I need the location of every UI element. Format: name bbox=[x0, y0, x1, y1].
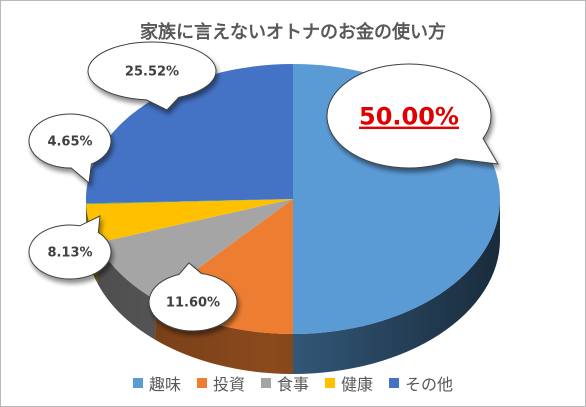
data-label-health: 4.65% bbox=[47, 135, 92, 150]
callout-bubble bbox=[28, 215, 112, 280]
legend-swatch bbox=[389, 378, 399, 388]
legend-label: 投資 bbox=[213, 375, 245, 394]
callout-bubble bbox=[28, 113, 112, 184]
legend-swatch bbox=[133, 378, 143, 388]
legend-swatch bbox=[325, 378, 335, 388]
legend-item-health: 健康 bbox=[325, 375, 373, 394]
callout-bubble bbox=[326, 63, 499, 169]
legend-label: その他 bbox=[405, 375, 453, 394]
legend-label: 健康 bbox=[341, 375, 373, 394]
callout-health: 4.65% bbox=[28, 113, 112, 184]
data-label-dining: 8.13% bbox=[47, 246, 92, 261]
data-label-hobby: 50.00% bbox=[359, 103, 459, 131]
callout-dining: 8.13% bbox=[28, 215, 112, 280]
pie-slice-slice-4 bbox=[86, 199, 293, 205]
legend-swatch bbox=[261, 378, 271, 388]
legend-item-hobby: 趣味 bbox=[133, 375, 181, 394]
callout-other: 25.52% bbox=[87, 41, 217, 111]
chart-title: 家族に言えないオトナのお金の使い方 bbox=[140, 21, 446, 43]
legend-item-dining: 食事 bbox=[261, 375, 309, 394]
pie-slice-dining bbox=[97, 199, 293, 300]
callout-investment: 11.60% bbox=[148, 262, 238, 332]
legend-label: 趣味 bbox=[149, 375, 181, 394]
data-label-investment: 11.60% bbox=[166, 296, 220, 311]
callout-bubble bbox=[148, 262, 238, 332]
legend-item-investment: 投資 bbox=[197, 375, 245, 394]
legend-swatch bbox=[197, 378, 207, 388]
pie-slice-health bbox=[86, 199, 293, 243]
callout-bubble bbox=[87, 41, 217, 111]
data-label-other: 25.52% bbox=[125, 65, 179, 80]
legend-item-other: その他 bbox=[389, 375, 453, 394]
callout-hobby: 50.00% bbox=[326, 63, 499, 169]
legend-label: 食事 bbox=[277, 375, 309, 394]
pie-slice-other bbox=[85, 64, 293, 204]
